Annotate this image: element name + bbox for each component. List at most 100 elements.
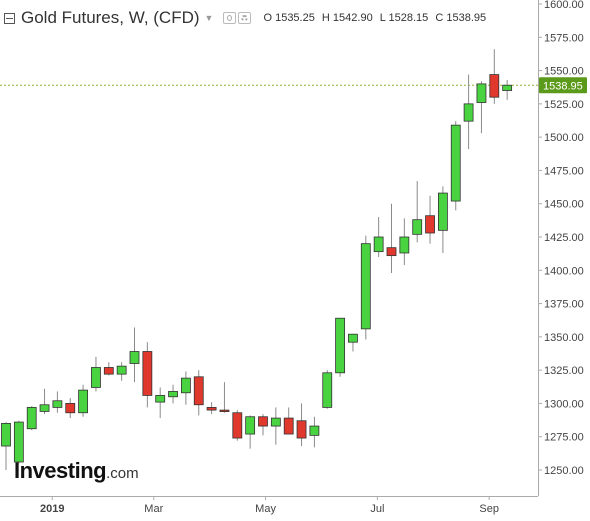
candle-body-down <box>283 417 294 435</box>
candle-body-down <box>296 420 307 439</box>
price-tag-background <box>539 77 587 94</box>
y-tick-label: 1600.00 <box>544 0 584 11</box>
candle-body-up <box>502 84 513 91</box>
candle-body-down <box>425 215 435 234</box>
candle-body-down <box>219 409 230 412</box>
candle[interactable] <box>91 356 101 392</box>
high-value: 1542.90 <box>332 12 373 24</box>
candle-body-up <box>39 404 50 412</box>
gear-icon[interactable] <box>238 12 252 24</box>
candle[interactable] <box>425 195 435 244</box>
logo-main: Investing <box>14 458 107 483</box>
candle[interactable] <box>296 403 307 447</box>
y-tick-label: 1575.00 <box>544 32 584 44</box>
candle[interactable] <box>1 422 11 470</box>
candle[interactable] <box>193 370 204 416</box>
candle-body-down <box>193 376 204 406</box>
candle[interactable] <box>245 415 256 449</box>
candle[interactable] <box>502 79 513 100</box>
candle-body-up <box>168 391 178 398</box>
candle[interactable] <box>348 333 358 352</box>
candle-body-down <box>489 74 500 98</box>
candle[interactable] <box>450 121 461 211</box>
candle-body-up <box>463 103 474 122</box>
x-tick-label: Sep <box>479 503 499 515</box>
candle-body-up <box>26 407 37 430</box>
candle-body-up <box>399 236 410 254</box>
candle-body-up <box>348 333 358 343</box>
candle[interactable] <box>335 317 346 377</box>
collapse-legend-button[interactable] <box>4 12 15 24</box>
chevron-down-icon[interactable]: ▼ <box>204 13 214 23</box>
y-tick-label: 1400.00 <box>544 265 584 277</box>
candle-body-up <box>309 425 320 436</box>
symbol-title[interactable]: Gold Futures, W, (CFD) <box>21 8 200 27</box>
price-tag-label: 1538.95 <box>543 80 583 92</box>
candle-body-up <box>476 83 487 103</box>
candle-body-down <box>206 407 217 411</box>
candle[interactable] <box>142 342 153 408</box>
y-tick-label: 1350.00 <box>544 332 584 344</box>
ohlc-values: O 1535.25 H 1542.90 L 1528.15 C 1538.95 <box>263 12 490 24</box>
candle[interactable] <box>360 235 371 340</box>
candle-body-down <box>386 247 397 257</box>
y-tick-label: 1550.00 <box>544 66 584 78</box>
candle[interactable] <box>116 362 127 381</box>
candle[interactable] <box>13 420 24 464</box>
candle-body-up <box>322 372 333 408</box>
candle[interactable] <box>219 382 230 413</box>
candle[interactable] <box>65 398 76 419</box>
candle[interactable] <box>206 402 217 415</box>
candle-body-up <box>245 416 256 435</box>
candle[interactable] <box>386 203 397 273</box>
y-tick-label: 1475.00 <box>544 165 584 177</box>
candle[interactable] <box>52 391 63 413</box>
candle[interactable] <box>129 327 140 383</box>
candle-body-up <box>155 395 166 403</box>
x-tick-label: Jul <box>370 503 384 515</box>
candle-body-up <box>437 192 448 231</box>
candle-body-up <box>412 219 423 235</box>
candle-body-up <box>335 317 346 374</box>
candle-body-up <box>1 422 11 447</box>
chart-legend: Gold Futures, W, (CFD) ▼ O 1535.25 H 154… <box>4 7 490 29</box>
low-label: L <box>379 12 386 24</box>
candle[interactable] <box>476 81 487 134</box>
candle[interactable] <box>309 416 320 448</box>
candle[interactable] <box>373 217 384 257</box>
candle[interactable] <box>78 384 88 417</box>
eye-icon[interactable] <box>223 12 237 24</box>
candle[interactable] <box>180 371 191 405</box>
candle[interactable] <box>399 218 410 265</box>
candle[interactable] <box>39 388 50 415</box>
candle[interactable] <box>232 410 243 441</box>
y-tick-label: 1500.00 <box>544 132 584 144</box>
candle-body-down <box>142 351 153 396</box>
open-value: 1535.25 <box>275 12 315 24</box>
candle[interactable] <box>270 407 281 445</box>
candle[interactable] <box>437 186 448 253</box>
candle-body-down <box>258 416 268 427</box>
candle[interactable] <box>412 181 423 243</box>
candle[interactable] <box>103 362 114 376</box>
candle-body-down <box>232 412 243 439</box>
candle[interactable] <box>322 370 333 409</box>
candle[interactable] <box>155 387 166 419</box>
x-tick-label: May <box>255 503 276 515</box>
candle[interactable] <box>489 49 500 104</box>
y-tick-label: 1525.00 <box>544 99 584 111</box>
y-tick-label: 1375.00 <box>544 299 584 311</box>
y-tick-label: 1300.00 <box>544 398 584 410</box>
candle[interactable] <box>283 407 294 435</box>
candle[interactable] <box>463 74 474 150</box>
y-tick-label: 1425.00 <box>544 232 584 244</box>
candle[interactable] <box>258 414 268 436</box>
candle-body-up <box>373 236 384 253</box>
candle-body-up <box>129 351 140 364</box>
candle[interactable] <box>168 384 178 404</box>
candle-body-up <box>270 417 281 427</box>
candle[interactable] <box>26 406 37 431</box>
candle-body-up <box>116 365 127 375</box>
candle-body-up <box>91 367 101 388</box>
y-tick-label: 1450.00 <box>544 199 584 211</box>
